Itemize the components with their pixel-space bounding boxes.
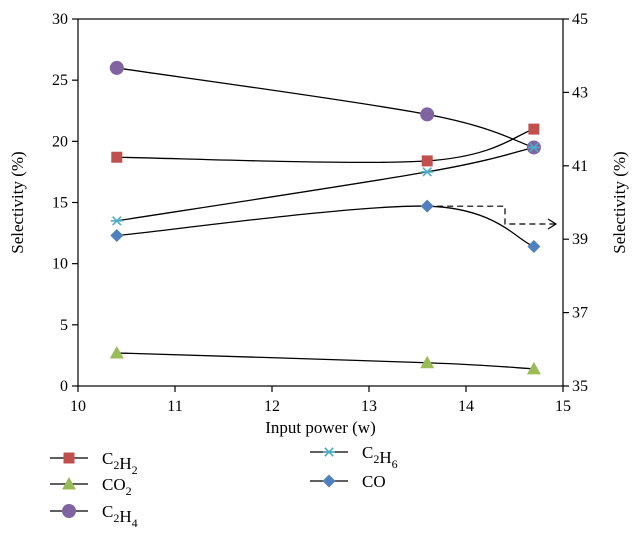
y-left-tick-label: 30 — [52, 11, 68, 28]
y-right-tick-label: 39 — [572, 231, 588, 248]
data-point-co2 — [420, 355, 435, 369]
legend-item-co: CO — [310, 472, 386, 491]
arrow-head — [547, 218, 558, 230]
legend-marker-c2h4 — [62, 504, 76, 518]
legend-marker-co — [322, 474, 336, 488]
legend-label-co2: CO2 — [102, 475, 132, 498]
x-tick-label: 10 — [70, 398, 86, 415]
x-tick-label: 14 — [458, 398, 474, 415]
series-line-c2h6 — [116, 146, 535, 222]
series-line-c2h4 — [116, 67, 535, 149]
data-point-co — [420, 199, 434, 213]
arrow-line — [427, 205, 556, 225]
x-tick-label: 12 — [264, 398, 280, 415]
series-line-co2 — [116, 352, 534, 370]
y-left-tick-label: 15 — [52, 195, 68, 212]
y-axis-title-right: Selectivity (%) — [610, 151, 629, 253]
series-line-c2h2 — [116, 128, 535, 164]
legend-item-c2h4: C2H4 — [50, 502, 138, 530]
y-left-tick-label: 5 — [60, 317, 68, 334]
legend-marker-c2h2 — [63, 452, 75, 464]
legend-label-co: CO — [362, 472, 386, 491]
legend-item-co2: CO2 — [50, 475, 132, 498]
x-axis-title: Input power (w) — [265, 418, 375, 437]
data-point-c2h2 — [528, 123, 540, 135]
y-left-tick-label: 20 — [52, 133, 68, 150]
data-point-c2h6 — [421, 167, 434, 177]
y-left-tick-label: 0 — [60, 378, 68, 395]
legend-label-c2h6: C2H6 — [362, 443, 398, 471]
data-point-c2h2 — [111, 151, 123, 163]
data-point-co2 — [526, 361, 541, 375]
y-axis-title-left: Selectivity (%) — [8, 151, 27, 253]
legend-label-c2h4: C2H4 — [102, 502, 138, 530]
plot-frame — [77, 18, 564, 387]
y-right-tick-label: 45 — [572, 11, 588, 28]
series-lines — [116, 67, 535, 370]
x-tick-label: 13 — [361, 398, 377, 415]
tick-labels: 10 11 12 13 14 15 0 5 10 15 20 25 30 35 37 39 41 43 45 — [52, 11, 588, 415]
data-point-c2h2 — [421, 155, 433, 167]
legend-marker-co2 — [62, 477, 76, 490]
data-point-c2h4 — [109, 60, 124, 75]
y-left-tick-label: 25 — [52, 72, 68, 89]
series-markers — [109, 60, 541, 375]
y-right-tick-label: 41 — [572, 158, 588, 175]
y-right-tick-label: 37 — [572, 305, 588, 322]
data-point-c2h6 — [110, 216, 123, 226]
co-right-axis-arrow — [427, 205, 558, 230]
legend-label-c2h2: C2H2 — [102, 449, 138, 477]
data-point-c2h6 — [527, 142, 540, 153]
data-point-c2h4 — [420, 107, 435, 122]
legend-item-c2h6: C2H6 — [310, 443, 398, 471]
series-line-co — [116, 205, 535, 248]
legend-marker-c2h6 — [323, 447, 335, 457]
x-tick-label: 11 — [167, 398, 182, 415]
y-right-tick-label: 43 — [572, 84, 588, 101]
y-left-tick-label: 10 — [52, 256, 68, 273]
data-point-co — [110, 229, 124, 243]
data-point-co2 — [109, 345, 124, 359]
y-right-tick-label: 35 — [572, 378, 588, 395]
x-tick-label: 15 — [555, 398, 571, 415]
axes — [72, 18, 569, 392]
legend-item-c2h2: C2H2 — [50, 449, 138, 477]
data-point-co — [527, 240, 541, 254]
